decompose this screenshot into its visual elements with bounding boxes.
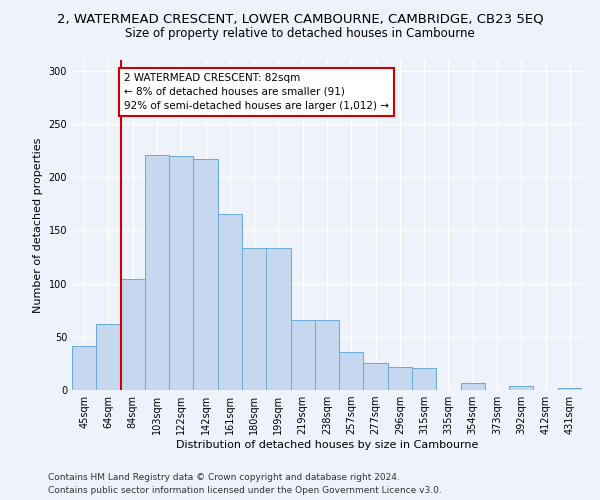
Bar xyxy=(96,324,121,390)
Text: 2 WATERMEAD CRESCENT: 82sqm
← 8% of detached houses are smaller (91)
92% of semi: 2 WATERMEAD CRESCENT: 82sqm ← 8% of deta… xyxy=(124,73,389,111)
Bar xyxy=(266,248,290,390)
Bar xyxy=(558,388,582,390)
X-axis label: Distribution of detached houses by size in Cambourne: Distribution of detached houses by size … xyxy=(176,440,478,450)
Bar xyxy=(388,366,412,390)
Bar xyxy=(169,156,193,390)
Bar xyxy=(121,280,145,390)
Y-axis label: Number of detached properties: Number of detached properties xyxy=(33,138,43,312)
Bar xyxy=(218,214,242,390)
Bar xyxy=(72,346,96,390)
Bar xyxy=(315,320,339,390)
Bar xyxy=(339,352,364,390)
Bar xyxy=(509,386,533,390)
Text: Size of property relative to detached houses in Cambourne: Size of property relative to detached ho… xyxy=(125,28,475,40)
Bar xyxy=(290,320,315,390)
Bar xyxy=(193,159,218,390)
Bar xyxy=(412,368,436,390)
Text: Contains HM Land Registry data © Crown copyright and database right 2024.: Contains HM Land Registry data © Crown c… xyxy=(48,474,400,482)
Text: 2, WATERMEAD CRESCENT, LOWER CAMBOURNE, CAMBRIDGE, CB23 5EQ: 2, WATERMEAD CRESCENT, LOWER CAMBOURNE, … xyxy=(56,12,544,26)
Text: Contains public sector information licensed under the Open Government Licence v3: Contains public sector information licen… xyxy=(48,486,442,495)
Bar xyxy=(364,364,388,390)
Bar xyxy=(242,248,266,390)
Bar xyxy=(145,154,169,390)
Bar xyxy=(461,382,485,390)
